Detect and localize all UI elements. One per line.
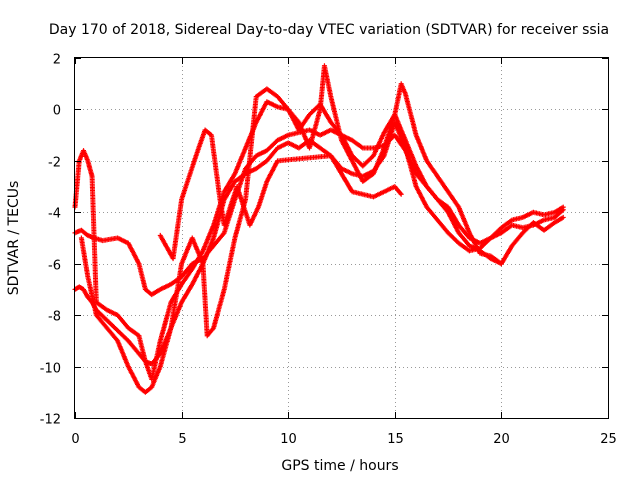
axis-ticks: 0 5 10 15 20 25 -12 -10 -8 -6 -4 -2 0 2 [40,53,617,448]
y-axis-label: SDTVAR / TECUs [6,181,22,296]
x-tick-label: 20 [493,432,510,447]
data-series [72,99,566,382]
y-tick-label: -10 [40,362,61,377]
plot-data [72,63,566,395]
x-tick-label: 25 [600,432,617,447]
x-axis-label: GPS time / hours [281,458,398,474]
y-tick-label: -2 [48,156,61,171]
x-tick-label: 0 [71,432,79,447]
x-tick-label: 5 [178,432,186,447]
chart-title: Day 170 of 2018, Sidereal Day-to-day VTE… [49,22,609,38]
plot-frame [74,57,609,419]
y-tick-label: -4 [48,207,61,222]
series-trail [158,128,403,260]
y-tick-label: 0 [53,104,61,119]
x-tick-label: 10 [280,432,297,447]
x-tick-label: 15 [387,432,404,447]
y-tick-label: -8 [48,310,61,325]
y-tick-label: -6 [48,259,61,274]
y-tick-label: 2 [53,53,61,68]
data-series [157,127,404,262]
y-tick-label: -12 [40,413,61,428]
series-trail [72,99,565,381]
